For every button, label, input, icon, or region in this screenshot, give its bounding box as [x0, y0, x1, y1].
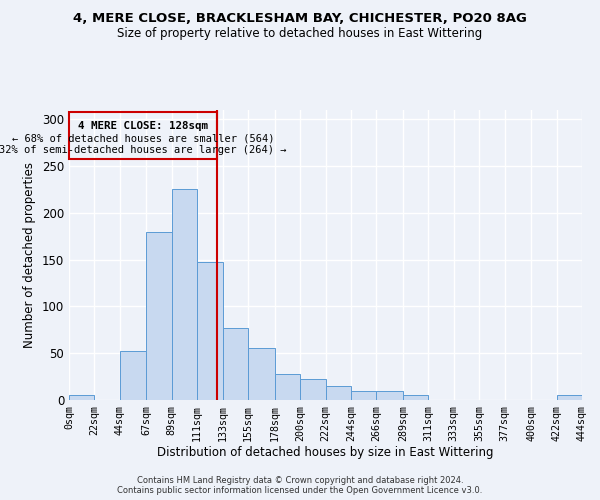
Bar	[403, 396, 428, 400]
Bar	[223, 328, 248, 400]
Text: Contains HM Land Registry data © Crown copyright and database right 2024.: Contains HM Land Registry data © Crown c…	[137, 476, 463, 485]
Bar	[69, 396, 94, 400]
Text: ← 68% of detached houses are smaller (564): ← 68% of detached houses are smaller (56…	[11, 134, 274, 143]
Text: Contains public sector information licensed under the Open Government Licence v3: Contains public sector information licen…	[118, 486, 482, 495]
Bar	[376, 390, 403, 400]
Bar	[351, 390, 376, 400]
Bar	[557, 396, 582, 400]
Text: 4, MERE CLOSE, BRACKLESHAM BAY, CHICHESTER, PO20 8AG: 4, MERE CLOSE, BRACKLESHAM BAY, CHICHEST…	[73, 12, 527, 26]
Bar	[197, 262, 223, 400]
Text: 4 MERE CLOSE: 128sqm: 4 MERE CLOSE: 128sqm	[78, 121, 208, 131]
Text: 32% of semi-detached houses are larger (264) →: 32% of semi-detached houses are larger (…	[0, 144, 287, 154]
Bar	[69, 112, 217, 158]
Bar	[275, 374, 300, 400]
Bar	[120, 352, 146, 400]
Y-axis label: Number of detached properties: Number of detached properties	[23, 162, 37, 348]
Bar	[172, 188, 197, 400]
Bar	[300, 380, 325, 400]
X-axis label: Distribution of detached houses by size in East Wittering: Distribution of detached houses by size …	[157, 446, 494, 460]
Bar	[325, 386, 351, 400]
Bar	[146, 232, 172, 400]
Bar	[248, 348, 275, 400]
Text: Size of property relative to detached houses in East Wittering: Size of property relative to detached ho…	[118, 28, 482, 40]
